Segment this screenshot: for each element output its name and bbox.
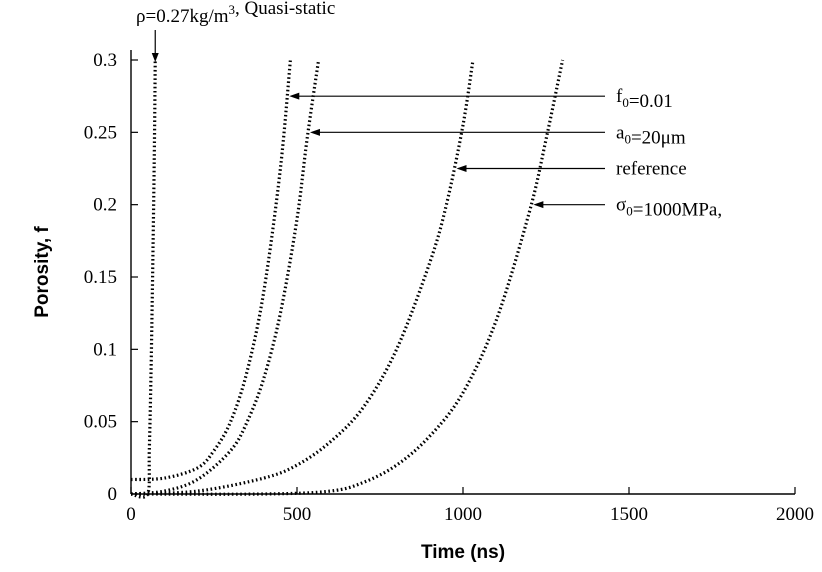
x-tick-label: 1000 bbox=[444, 504, 482, 525]
y-axis-title: Porosity, f bbox=[32, 226, 53, 318]
series-line-4 bbox=[130, 59, 565, 496]
series-line-0 bbox=[130, 59, 157, 499]
x-tick-label: 2000 bbox=[776, 504, 814, 525]
x-tick-label: 500 bbox=[283, 504, 312, 525]
series-label-4: σ0=1000MPa, bbox=[616, 195, 722, 221]
y-ticks: 0 0.05 0.1 0.15 0.2 0.25 0.3 bbox=[84, 50, 138, 505]
series-line-2 bbox=[130, 59, 321, 496]
series-label-3: reference bbox=[616, 159, 687, 180]
series-line-3 bbox=[130, 59, 475, 496]
series-label-0: ρ=0.27kg/m3, Quasi-static bbox=[136, 0, 335, 27]
arrow-head-4 bbox=[533, 201, 544, 209]
arrow-head-0 bbox=[151, 53, 159, 62]
y-tick-label: 0 bbox=[108, 484, 118, 505]
arrow-head-2 bbox=[309, 128, 320, 136]
x-axis-title: Time (ns) bbox=[421, 542, 505, 563]
curves bbox=[130, 59, 565, 499]
series-label-2: a0=20μm bbox=[616, 122, 686, 148]
y-tick-label: 0.15 bbox=[84, 267, 117, 288]
y-tick-label: 0.3 bbox=[93, 50, 117, 71]
y-tick-label: 0.2 bbox=[93, 195, 117, 216]
series-line-1 bbox=[130, 59, 292, 482]
arrow-head-3 bbox=[456, 165, 467, 172]
y-tick-label: 0.1 bbox=[93, 339, 117, 360]
x-tick-label: 0 bbox=[126, 504, 136, 525]
arrow-head-1 bbox=[289, 92, 300, 100]
series-label-1: f0=0.01 bbox=[616, 86, 673, 112]
x-ticks: 0 500 1000 1500 2000 bbox=[126, 487, 814, 525]
x-tick-label: 1500 bbox=[610, 504, 648, 525]
annotations: ρ=0.27kg/m3, Quasi-static f0=0.01 a0=20μm r… bbox=[136, 0, 722, 221]
y-tick-label: 0.05 bbox=[84, 412, 117, 433]
y-tick-label: 0.25 bbox=[84, 122, 117, 143]
